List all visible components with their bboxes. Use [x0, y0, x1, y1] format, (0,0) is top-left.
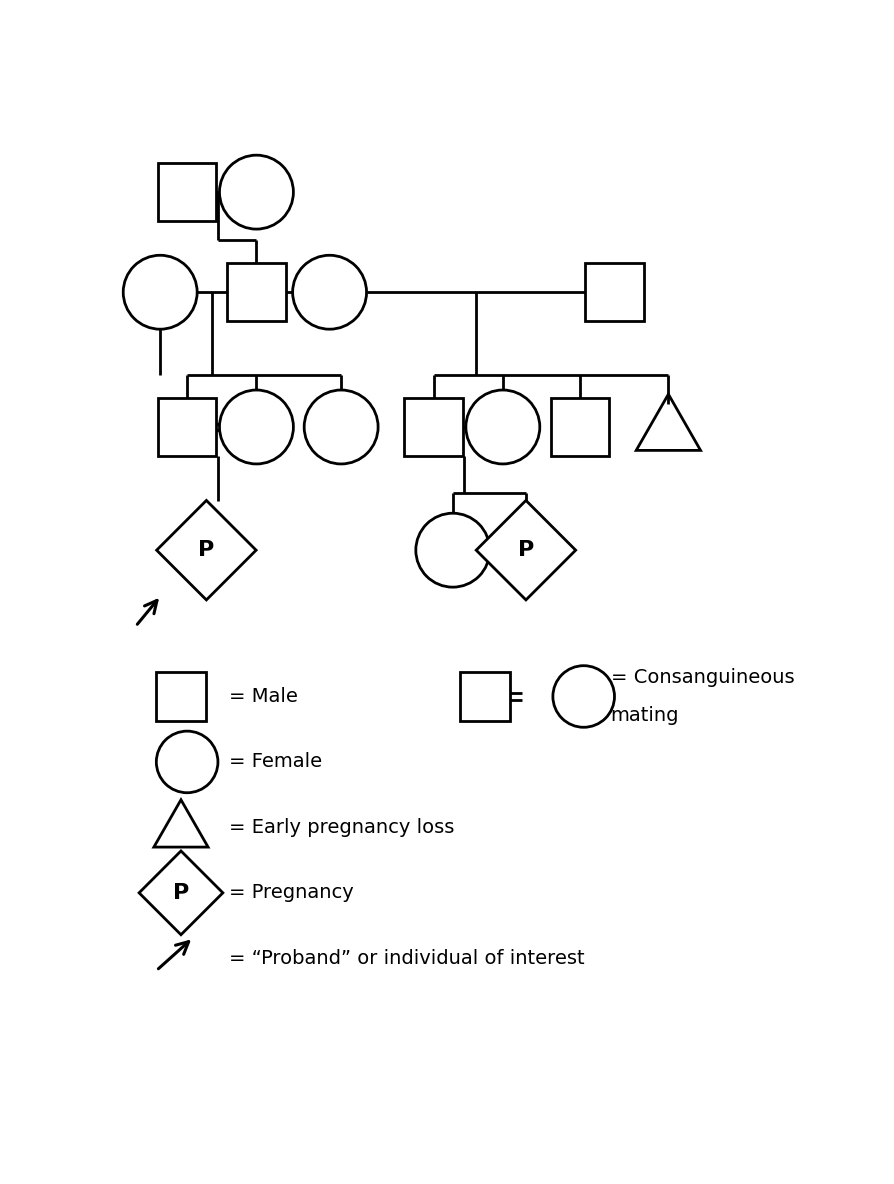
Ellipse shape: [219, 155, 293, 229]
Ellipse shape: [466, 390, 540, 464]
Text: = Pregnancy: = Pregnancy: [230, 883, 354, 902]
Polygon shape: [156, 501, 256, 600]
Text: = Male: = Male: [230, 687, 299, 706]
Polygon shape: [637, 394, 701, 450]
Bar: [586, 263, 644, 322]
Text: mating: mating: [611, 706, 679, 725]
Text: = Early pregnancy loss: = Early pregnancy loss: [230, 818, 455, 837]
Bar: [460, 671, 510, 721]
Polygon shape: [154, 799, 208, 847]
Bar: [404, 398, 463, 456]
Polygon shape: [139, 851, 223, 934]
Text: P: P: [173, 883, 190, 903]
Text: = “Proband” or individual of interest: = “Proband” or individual of interest: [230, 948, 585, 967]
Ellipse shape: [156, 732, 218, 793]
Ellipse shape: [219, 390, 293, 464]
Text: P: P: [198, 540, 215, 560]
Bar: [227, 263, 286, 322]
Ellipse shape: [416, 513, 490, 587]
Bar: [158, 163, 216, 221]
Text: = Female: = Female: [230, 752, 323, 772]
Ellipse shape: [304, 390, 378, 464]
Ellipse shape: [552, 665, 614, 727]
Ellipse shape: [123, 256, 198, 329]
Bar: [156, 671, 206, 721]
Bar: [158, 398, 216, 456]
Polygon shape: [477, 501, 576, 600]
Ellipse shape: [292, 256, 367, 329]
Text: P: P: [518, 540, 534, 560]
Bar: [551, 398, 609, 456]
Text: = Consanguineous: = Consanguineous: [611, 668, 794, 687]
